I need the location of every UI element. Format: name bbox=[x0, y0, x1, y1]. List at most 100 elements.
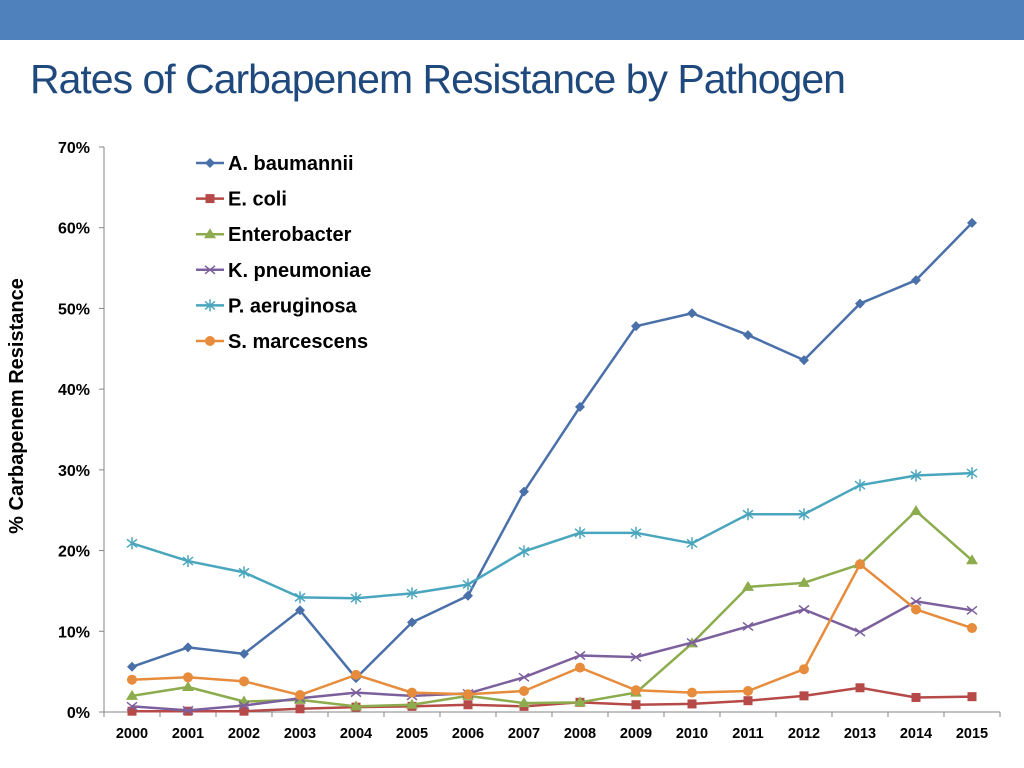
x-tick-label: 2012 bbox=[788, 726, 820, 742]
data-point bbox=[518, 545, 530, 558]
series-line bbox=[131, 221, 973, 680]
data-point bbox=[295, 605, 305, 616]
x-tick-label: 2011 bbox=[732, 726, 763, 742]
x-tick-label: 2002 bbox=[228, 726, 260, 742]
data-point bbox=[518, 672, 530, 682]
y-tick-label: 70% bbox=[58, 140, 90, 157]
data-point bbox=[294, 591, 306, 604]
series-line bbox=[131, 563, 973, 697]
x-tick-label: 2013 bbox=[844, 726, 876, 742]
data-point bbox=[205, 336, 215, 346]
y-tick-label: 60% bbox=[58, 221, 90, 238]
legend-label: P. aeruginosa bbox=[228, 295, 357, 317]
legend-entry: Enterobacter bbox=[196, 224, 352, 246]
data-point bbox=[743, 686, 753, 697]
series-line bbox=[131, 509, 973, 708]
data-point bbox=[855, 559, 865, 570]
x-tick-label: 2014 bbox=[900, 726, 932, 742]
legend-entry: S. marcescens bbox=[196, 331, 368, 353]
data-point bbox=[519, 486, 529, 497]
data-point bbox=[351, 669, 361, 680]
data-point bbox=[407, 617, 417, 628]
data-point bbox=[967, 692, 977, 702]
data-point bbox=[239, 676, 249, 687]
data-point bbox=[742, 508, 754, 521]
data-point bbox=[127, 674, 137, 685]
x-tick-label: 2010 bbox=[676, 726, 708, 742]
data-point bbox=[630, 526, 642, 539]
data-point bbox=[799, 691, 809, 701]
data-point bbox=[574, 526, 586, 539]
x-tick-label: 2005 bbox=[396, 726, 428, 742]
x-tick-label: 2006 bbox=[452, 726, 484, 742]
data-point bbox=[631, 700, 641, 710]
data-point bbox=[911, 604, 921, 615]
legend-label: E. coli bbox=[228, 189, 287, 211]
data-point bbox=[127, 706, 137, 716]
y-tick-label: 0% bbox=[67, 705, 90, 722]
data-point bbox=[967, 623, 977, 634]
data-point bbox=[687, 687, 697, 698]
series-line bbox=[131, 471, 973, 600]
y-axis-label: % Carbapenem Resistance bbox=[6, 278, 28, 534]
x-tick-label: 2007 bbox=[508, 726, 540, 742]
data-point bbox=[295, 704, 305, 714]
y-tick-label: 40% bbox=[58, 382, 90, 399]
legend-label: K. pneumoniae bbox=[228, 260, 371, 282]
data-point bbox=[799, 664, 809, 675]
data-point bbox=[239, 706, 249, 716]
data-point bbox=[182, 680, 194, 691]
data-point bbox=[798, 508, 810, 521]
data-point bbox=[519, 686, 529, 697]
x-tick-label: 2000 bbox=[116, 726, 148, 742]
x-tick-label: 2004 bbox=[340, 726, 372, 742]
data-point bbox=[854, 627, 866, 637]
data-point bbox=[238, 566, 250, 579]
legend-entry: K. pneumoniae bbox=[196, 260, 371, 282]
data-point bbox=[631, 321, 641, 332]
data-point bbox=[575, 662, 585, 673]
x-tick-label: 2003 bbox=[284, 726, 316, 742]
data-point bbox=[966, 554, 978, 565]
data-point bbox=[204, 299, 216, 312]
x-tick-label: 2015 bbox=[956, 726, 988, 742]
data-point bbox=[575, 401, 585, 412]
data-point bbox=[463, 700, 473, 710]
chart-axes: 0% 10% 20% 30% 40% 50% 60% 70% 2000 2001 2002 2003 2… bbox=[58, 140, 1001, 742]
data-point bbox=[631, 685, 641, 696]
data-point bbox=[126, 537, 138, 550]
data-point bbox=[350, 688, 362, 698]
series-3 bbox=[126, 596, 978, 715]
data-point bbox=[406, 587, 418, 600]
data-point bbox=[742, 621, 754, 632]
data-point bbox=[686, 638, 698, 648]
data-point bbox=[855, 298, 865, 309]
chart-legend: A. baumannii E. coli Enterobacter K. pneumo… bbox=[196, 153, 371, 353]
data-point bbox=[350, 700, 362, 711]
data-point bbox=[966, 605, 978, 615]
data-point bbox=[911, 275, 921, 286]
series-1 bbox=[127, 683, 977, 716]
data-point bbox=[204, 265, 216, 275]
y-tick-label: 50% bbox=[58, 301, 90, 318]
y-tick-label: 30% bbox=[58, 463, 90, 480]
data-point bbox=[855, 683, 865, 693]
data-point bbox=[574, 696, 586, 707]
slide-title: Rates of Carbapenem Resistance by Pathog… bbox=[30, 56, 846, 102]
data-point bbox=[183, 642, 193, 653]
data-point bbox=[127, 661, 137, 672]
data-point bbox=[182, 705, 194, 715]
data-point bbox=[574, 650, 586, 661]
legend-entry: A. baumannii bbox=[196, 153, 354, 175]
y-tick-label: 20% bbox=[58, 544, 90, 561]
data-point bbox=[350, 592, 362, 605]
data-point bbox=[743, 330, 753, 341]
data-point bbox=[743, 696, 753, 706]
x-tick-label: 2008 bbox=[564, 726, 596, 742]
data-point bbox=[854, 479, 866, 492]
data-point bbox=[910, 505, 922, 516]
data-point bbox=[406, 698, 418, 709]
series-5 bbox=[127, 559, 977, 701]
data-point bbox=[966, 467, 978, 480]
data-point bbox=[798, 576, 810, 587]
